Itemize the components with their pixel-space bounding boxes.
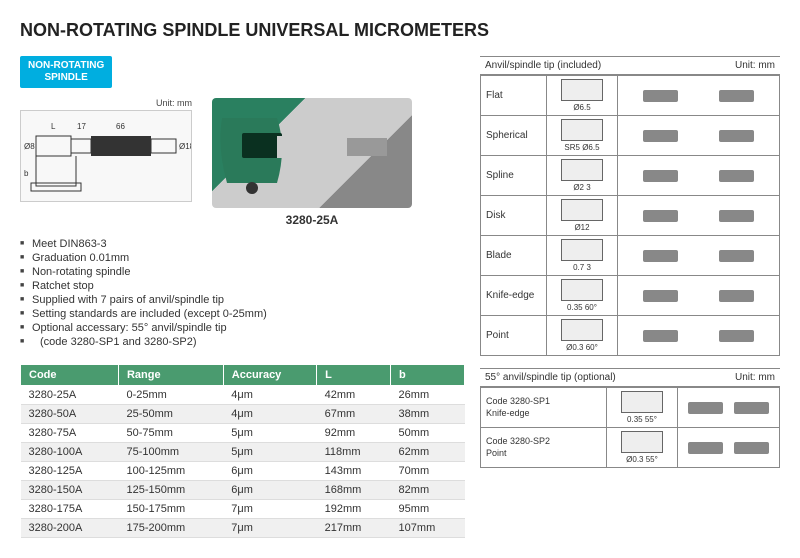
feature-item: Graduation 0.01mm: [20, 251, 465, 265]
spec-table: Code Range Accuracy L b 3280-25A0-25mm4μ…: [20, 364, 465, 538]
product-image: [212, 98, 412, 208]
tip-row: Blade0.7 3: [481, 236, 780, 276]
opt-table-header: 55° anvil/spindle tip (optional) Unit: m…: [480, 368, 780, 387]
feature-item: Setting standards are included (except 0…: [20, 307, 465, 321]
dim-b: b: [24, 169, 29, 178]
dimension-diagram: L 17 66 Ø18 Ø8 b: [20, 110, 192, 202]
tip-row: DiskØ12: [481, 196, 780, 236]
opt-table: Code 3280-SP1Knife-edge 0.35 55° Code 32…: [480, 387, 780, 468]
feature-item: Meet DIN863-3: [20, 237, 465, 251]
tip-shape-icon: [688, 442, 723, 454]
spec-header: L: [317, 365, 391, 386]
dim-d18: Ø18: [179, 142, 191, 151]
tip-shape-icon: [643, 250, 678, 262]
tip-dim-icon: [561, 199, 603, 221]
tip-shape-icon: [719, 170, 754, 182]
tip-row: PointØ0.3 60°: [481, 316, 780, 356]
tip-shape-icon: [719, 290, 754, 302]
tip-shape-icon: [643, 290, 678, 302]
table-row: 3280-100A75-100mm5μm118mm62mm: [21, 443, 465, 462]
tip-row: FlatØ6.5: [481, 76, 780, 116]
diagram-unit: Unit: mm: [20, 98, 192, 108]
table-row: 3280-125A100-125mm6μm143mm70mm: [21, 462, 465, 481]
right-column: Anvil/spindle tip (included) Unit: mm Fl…: [480, 56, 780, 538]
tip-dim-icon: [561, 239, 603, 261]
page-title: NON-ROTATING SPINDLE UNIVERSAL MICROMETE…: [20, 20, 780, 41]
spec-header: b: [391, 365, 465, 386]
dim-d8: Ø8: [24, 142, 35, 151]
tip-dim-icon: [561, 79, 603, 101]
opt-row: Code 3280-SP1Knife-edge 0.35 55°: [481, 388, 780, 428]
feature-item: Ratchet stop: [20, 279, 465, 293]
tip-dim-icon: [621, 391, 663, 413]
tip-dim-icon: [561, 159, 603, 181]
table-row: 3280-175A150-175mm7μm192mm95mm: [21, 500, 465, 519]
dimension-diagram-wrap: Unit: mm L 17 66 Ø18 Ø8 b: [20, 98, 192, 202]
tip-shape-icon: [734, 442, 769, 454]
tip-shape-icon: [643, 130, 678, 142]
dim-17: 17: [77, 122, 86, 131]
tip-row: SphericalSR5 Ø6.5: [481, 116, 780, 156]
dim-l: L: [51, 122, 56, 131]
tip-shape-icon: [719, 330, 754, 342]
tip-header-left: Anvil/spindle tip (included): [485, 60, 601, 71]
tip-row: Knife-edge0.35 60°: [481, 276, 780, 316]
opt-row: Code 3280-SP2Point Ø0.3 55°: [481, 428, 780, 468]
opt-desc: Knife-edge: [486, 408, 530, 418]
table-row: 3280-200A175-200mm7μm217mm107mm: [21, 519, 465, 538]
tip-dim-icon: [621, 431, 663, 453]
badge-line1: NON-ROTATING: [28, 60, 104, 71]
tip-table-header: Anvil/spindle tip (included) Unit: mm: [480, 56, 780, 75]
tip-shape-icon: [734, 402, 769, 414]
opt-header-unit: Unit: mm: [735, 372, 775, 383]
tip-shape-icon: [719, 210, 754, 222]
feature-sub: (code 3280-SP1 and 3280-SP2): [20, 335, 465, 349]
badge-line2: SPINDLE: [44, 72, 87, 83]
tip-shape-icon: [643, 210, 678, 222]
main-layout: NON-ROTATING SPINDLE Unit: mm L 17: [20, 56, 780, 538]
table-row: 3280-25A0-25mm4μm42mm26mm: [21, 386, 465, 405]
table-row: 3280-50A25-50mm4μm67mm38mm: [21, 405, 465, 424]
feature-sub-text: (code 3280-SP1 and 3280-SP2): [40, 336, 197, 348]
feature-item: Non-rotating spindle: [20, 265, 465, 279]
tip-shape-icon: [643, 90, 678, 102]
tip-dim-icon: [561, 319, 603, 341]
opt-header-left: 55° anvil/spindle tip (optional): [485, 372, 616, 383]
spec-header: Range: [118, 365, 223, 386]
spec-tbody: 3280-25A0-25mm4μm42mm26mm 3280-50A25-50m…: [21, 386, 465, 538]
opt-code: Code 3280-SP1: [486, 396, 550, 406]
tip-shape-icon: [719, 250, 754, 262]
feature-item: Optional accessary: 55° anvil/spindle ti…: [20, 321, 465, 335]
table-row: 3280-150A125-150mm6μm168mm82mm: [21, 481, 465, 500]
tip-shape-icon: [688, 402, 723, 414]
spec-header: Accuracy: [223, 365, 316, 386]
tip-dim-icon: [561, 119, 603, 141]
tip-shape-icon: [719, 90, 754, 102]
tip-header-unit: Unit: mm: [735, 60, 775, 71]
opt-code: Code 3280-SP2: [486, 436, 550, 446]
tip-row: SplineØ2 3: [481, 156, 780, 196]
table-row: 3280-75A50-75mm5μm92mm50mm: [21, 424, 465, 443]
opt-desc: Point: [486, 448, 507, 458]
product-image-wrap: 3280-25A: [212, 98, 412, 227]
tip-shape-icon: [643, 330, 678, 342]
feature-list: Meet DIN863-3 Graduation 0.01mm Non-rota…: [20, 237, 465, 349]
left-column: NON-ROTATING SPINDLE Unit: mm L 17: [20, 56, 465, 538]
tip-dim-icon: [561, 279, 603, 301]
tip-shape-icon: [643, 170, 678, 182]
dim-66: 66: [116, 122, 125, 131]
product-code-label: 3280-25A: [212, 213, 412, 227]
spec-header: Code: [21, 365, 119, 386]
diagram-row: Unit: mm L 17 66 Ø18 Ø8 b: [20, 98, 465, 227]
tip-table: FlatØ6.5 SphericalSR5 Ø6.5 SplineØ2 3 Di…: [480, 75, 780, 356]
non-rotating-badge: NON-ROTATING SPINDLE: [20, 56, 112, 88]
feature-item: Supplied with 7 pairs of anvil/spindle t…: [20, 293, 465, 307]
tip-shape-icon: [719, 130, 754, 142]
